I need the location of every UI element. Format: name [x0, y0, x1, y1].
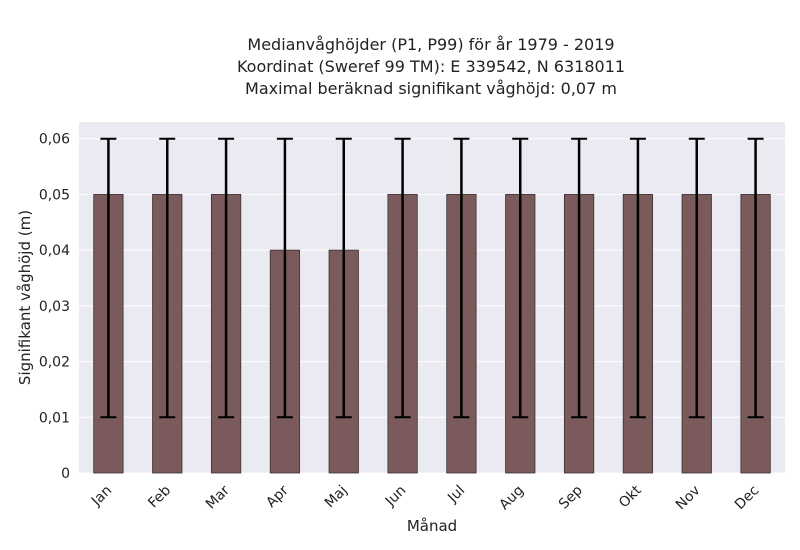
grid: [79, 138, 785, 474]
chart-title: Medianvåghöjder (P1, P99) för år 1979 - …: [0, 34, 800, 100]
y-tick-label: 0: [61, 466, 70, 482]
x-ticks: Jan Feb Mar Apr Maj Jun Jul Aug Sep Okt Nov Dec: [88, 482, 762, 513]
x-tick-label: Apr: [263, 482, 292, 511]
y-tick-label: 0,04: [39, 243, 70, 259]
x-tick-label: Jan: [88, 483, 115, 510]
x-tick-label: Feb: [145, 482, 174, 511]
x-tick-label: Sep: [556, 482, 586, 512]
chart-title-line-1: Medianvåghöjder (P1, P99) för år 1979 - …: [247, 35, 615, 54]
x-tick-label: Jul: [444, 483, 468, 507]
x-tick-label: Mar: [203, 482, 233, 512]
y-tick-label: 0,05: [39, 187, 70, 203]
y-tick-label: 0,06: [39, 132, 70, 148]
x-tick-label: Okt: [616, 482, 645, 511]
x-axis-label: Månad: [407, 517, 457, 535]
plot-area: [79, 122, 785, 473]
y-axis-label: Signifikant våghöjd (m): [16, 210, 34, 385]
x-tick-label: Maj: [322, 483, 351, 512]
x-tick-label: Aug: [496, 483, 527, 514]
y-tick-label: 0,03: [39, 299, 70, 315]
y-tick-label: 0,01: [39, 410, 70, 426]
y-tick-label: 0,02: [39, 355, 70, 371]
chart-title-line-2: Koordinat (Sweref 99 TM): E 339542, N 63…: [236, 57, 626, 76]
x-tick-label: Jun: [382, 483, 409, 510]
error-bars: [100, 137, 764, 419]
chart-title-line-3: Maximal beräknad signifikant våghöjd: 0,…: [245, 79, 617, 98]
x-tick-label: Dec: [732, 483, 762, 513]
y-ticks: 0 0,01 0,02 0,03 0,04 0,05 0,06: [39, 132, 70, 482]
x-tick-label: Nov: [673, 483, 704, 514]
